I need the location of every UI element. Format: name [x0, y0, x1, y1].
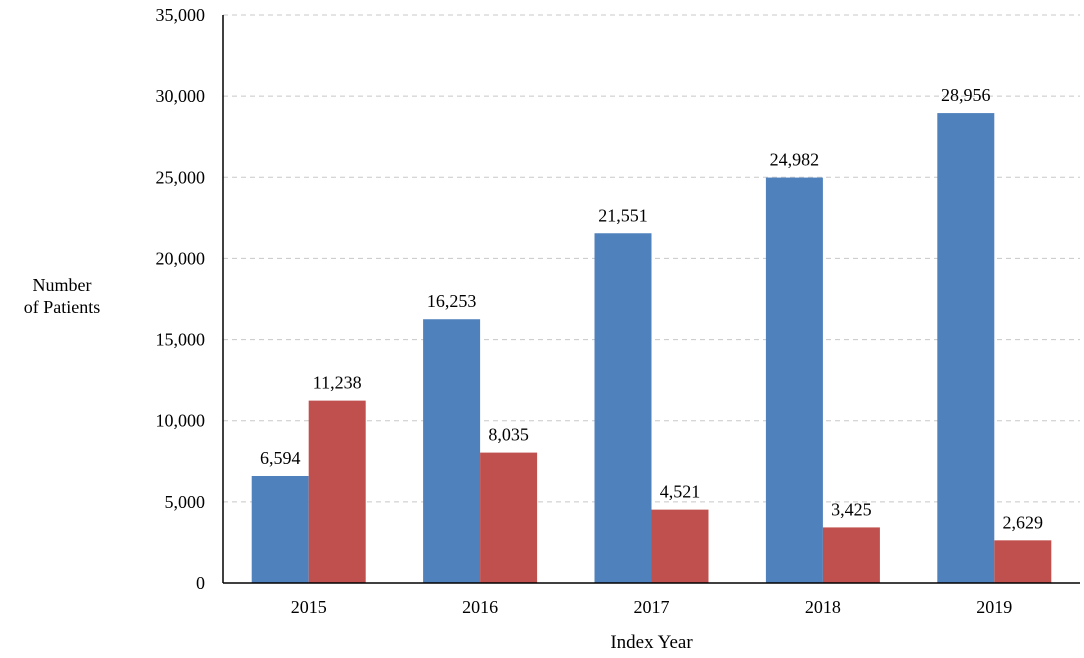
x-tick-label: 2019	[976, 597, 1012, 617]
bar-blue-2015	[251, 475, 309, 583]
bar-red-2017	[651, 509, 709, 583]
bar-value-label: 16,253	[427, 291, 477, 311]
bar-red-2019	[994, 540, 1052, 583]
x-tick-label: 2016	[462, 597, 498, 617]
gridlines	[223, 14, 1080, 503]
bar-red-2016	[480, 452, 538, 583]
bar-value-label: 28,956	[941, 85, 991, 105]
bar-value-labels: 6,594 11,238 16,253 8,035 21,551 4,521 24,982 3…	[260, 85, 1043, 532]
y-tick-label: 5,000	[165, 492, 206, 512]
x-axis-title: Index Year	[610, 632, 693, 653]
bar-red-2018	[822, 527, 880, 583]
y-tick-label: 25,000	[156, 167, 206, 187]
y-tick-labels: 0 5,000 10,000 15,000 20,000 25,000 30,000 35,0…	[156, 5, 206, 593]
bar-blue-2019	[937, 113, 995, 584]
bar-value-label: 3,425	[831, 499, 872, 519]
y-tick-label: 15,000	[156, 330, 206, 350]
y-axis-title-line1: Number	[32, 275, 92, 295]
y-tick-label: 35,000	[156, 5, 206, 25]
bar-value-label: 24,982	[770, 150, 820, 170]
y-tick-label: 0	[196, 573, 205, 593]
y-tick-label: 10,000	[156, 411, 206, 431]
bar-blue-2018	[765, 177, 823, 584]
x-tick-label: 2017	[634, 597, 670, 617]
y-tick-label: 30,000	[156, 86, 206, 106]
x-tick-label: 2015	[291, 597, 327, 617]
y-axis-title-line2: of Patients	[23, 297, 101, 317]
bar-value-label: 6,594	[260, 448, 301, 468]
bar-red-2015	[308, 400, 366, 583]
bar-value-label: 8,035	[488, 425, 529, 445]
bars	[251, 113, 1052, 584]
y-tick-label: 20,000	[156, 248, 206, 268]
bar-value-label: 2,629	[1003, 512, 1044, 532]
bar-value-label: 21,551	[598, 205, 648, 225]
y-axis-title: Number of Patients	[0, 274, 124, 318]
bar-blue-2016	[423, 319, 481, 583]
x-tick-label: 2018	[805, 597, 841, 617]
bar-value-label: 4,521	[660, 482, 701, 502]
bar-value-label: 11,238	[313, 373, 362, 393]
bar-blue-2017	[594, 233, 652, 583]
x-tick-labels: 2015 2016 2017 2018 2019	[291, 597, 1013, 617]
